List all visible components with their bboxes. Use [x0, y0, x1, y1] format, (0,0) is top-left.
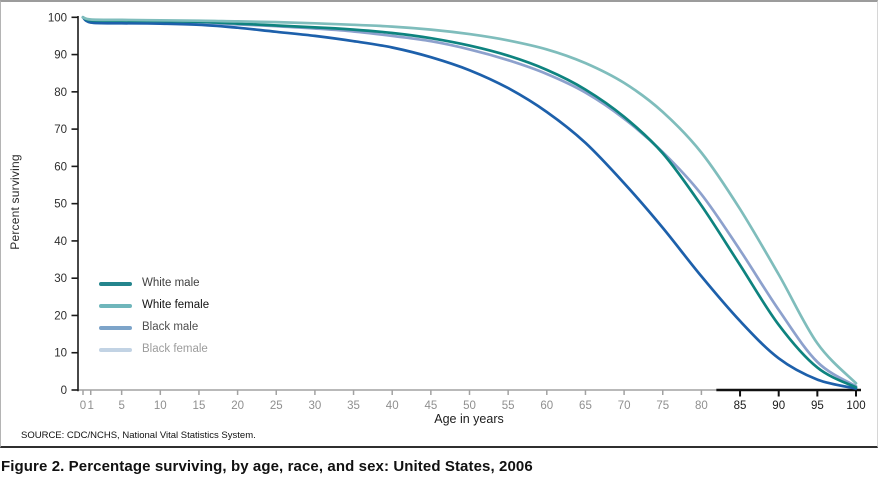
source-note: SOURCE: CDC/NCHS, National Vital Statist… [21, 430, 256, 441]
y-tick-label: 90 [54, 50, 67, 62]
y-tick-label: 40 [54, 236, 67, 248]
x-tick-label: 85 [734, 400, 747, 412]
legend-label: Black male [142, 321, 199, 334]
y-tick-label: 60 [54, 161, 67, 173]
x-tick-label: 60 [540, 400, 553, 412]
y-tick-label: 70 [54, 124, 67, 136]
legend-label: White male [142, 277, 200, 290]
curve-white-female [81, 15, 858, 385]
legend-label: White female [142, 299, 210, 312]
legend-swatch [99, 326, 132, 330]
y-tick-label: 0 [61, 385, 67, 397]
y-tick-label: 30 [54, 273, 67, 285]
x-tick-label: 65 [579, 400, 592, 412]
x-tick-label: 40 [386, 400, 399, 412]
survival-chart: 0 1 5 10 15 20 25 30 35 40 45 50 55 60 65 70 75 80 85 90 95 1… [48, 12, 866, 412]
x-tick-label: 25 [270, 400, 283, 412]
legend-swatch [99, 282, 132, 286]
legend-label: Black female [142, 343, 208, 356]
x-tick-label: 45 [424, 400, 437, 412]
legend-item-white-female: White female [99, 295, 209, 317]
x-tick-label: 90 [772, 400, 785, 412]
y-tick-label: 100 [48, 12, 67, 24]
figure-border-box [0, 0, 878, 448]
x-tick-label: 1 [88, 400, 94, 412]
x-tick-label: 100 [846, 400, 865, 412]
legend-swatch [99, 304, 132, 308]
curve-black-male [81, 15, 858, 390]
x-tick-label: 5 [118, 400, 124, 412]
y-tick-label: 10 [54, 348, 67, 360]
x-tick-label: 0 [80, 400, 86, 412]
figure-caption: Figure 2. Percentage surviving, by age, … [1, 458, 533, 475]
y-tick-label: 20 [54, 310, 67, 322]
chart-legend: White male White female Black male Black fe… [99, 273, 209, 361]
x-tick-label: 30 [309, 400, 322, 412]
x-tick-label: 20 [231, 400, 244, 412]
y-tick-label: 50 [54, 199, 67, 211]
legend-item-black-male: Black male [99, 317, 209, 339]
legend-item-white-male: White male [99, 273, 209, 295]
x-tick-label: 70 [618, 400, 631, 412]
x-tick-label: 15 [193, 400, 206, 412]
x-tick-label: 50 [463, 400, 476, 412]
x-tick-label: 35 [347, 400, 360, 412]
x-tick-label: 75 [656, 400, 669, 412]
x-tick-label: 55 [502, 400, 515, 412]
y-axis-title: Percent surviving [8, 154, 22, 250]
y-tick-label: 80 [54, 87, 67, 99]
x-tick-label: 10 [154, 400, 167, 412]
legend-item-black-female: Black female [99, 339, 209, 361]
x-tick-label: 95 [811, 400, 824, 412]
legend-swatch [99, 348, 132, 352]
x-axis-title: Age in years [434, 412, 504, 426]
x-tick-label: 80 [695, 400, 708, 412]
